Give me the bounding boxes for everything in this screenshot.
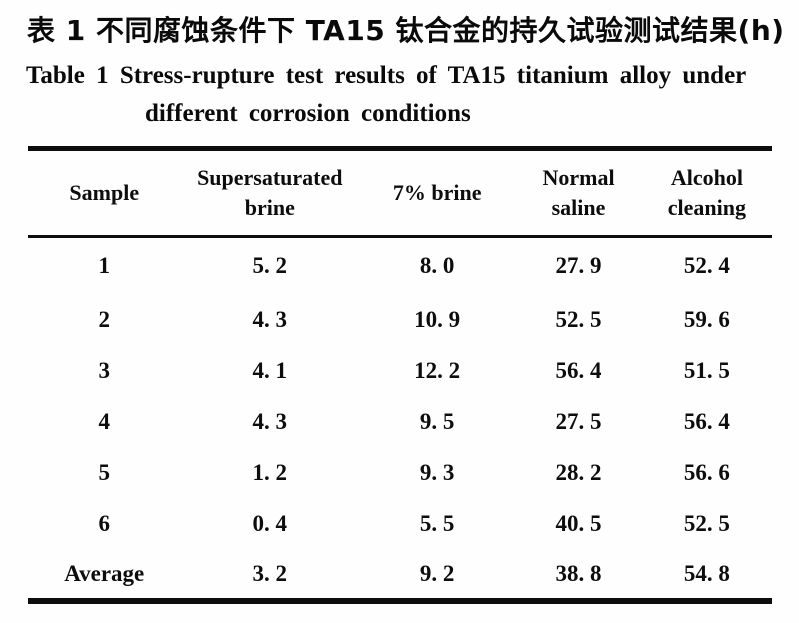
value-cell: 52. 4 bbox=[683, 253, 730, 279]
value-cell: 59. 6 bbox=[683, 307, 730, 332]
table-caption-chinese: 表 1 不同腐蚀条件下 TA15 钛合金的持久试验测试结果(h) bbox=[27, 14, 785, 47]
table-row: 3 4. 1 12. 2 56. 4 51. 5 bbox=[28, 346, 772, 397]
results-table: Sample Supersaturated brine 7% brine Nor… bbox=[28, 146, 772, 604]
table-row: 2 4. 3 10. 9 52. 5 59. 6 bbox=[28, 295, 772, 346]
value-cell: 5. 5 bbox=[419, 511, 455, 536]
column-header-supersaturated-brine: Supersaturated brine bbox=[197, 165, 343, 220]
value-cell: 38. 8 bbox=[555, 560, 602, 586]
value-cell: 54. 8 bbox=[683, 560, 730, 586]
value-cell: 52. 5 bbox=[555, 307, 602, 332]
value-cell: 27. 9 bbox=[555, 253, 602, 279]
header-row: Sample Supersaturated brine 7% brine Nor… bbox=[28, 149, 772, 237]
value-cell: 1. 2 bbox=[252, 460, 288, 485]
table-row-average: Average 3. 2 9. 2 38. 8 54. 8 bbox=[28, 550, 772, 601]
table-row: 5 1. 2 9. 3 28. 2 56. 6 bbox=[28, 448, 772, 499]
value-cell: 4. 3 bbox=[252, 409, 288, 434]
table-body: 1 5. 2 8. 0 27. 9 52. 4 2 4. 3 10. 9 52. 5 59. 6 3… bbox=[28, 237, 772, 601]
value-cell: 51. 5 bbox=[683, 358, 730, 383]
table-caption-english-line1: Table 1 Stress-rupture test results of T… bbox=[26, 62, 747, 89]
value-cell: 0. 4 bbox=[252, 511, 288, 536]
sample-cell: Average bbox=[64, 560, 145, 586]
value-cell: 9. 2 bbox=[419, 560, 455, 586]
table-header: Sample Supersaturated brine 7% brine Nor… bbox=[28, 149, 772, 237]
table-row: 4 4. 3 9. 5 27. 5 56. 4 bbox=[28, 397, 772, 448]
value-cell: 12. 2 bbox=[414, 358, 461, 383]
value-cell: 9. 5 bbox=[419, 409, 455, 434]
column-header-7pct-brine: 7% brine bbox=[392, 180, 482, 206]
table-caption-english-line2: different corrosion conditions bbox=[145, 100, 471, 127]
sample-cell: 3 bbox=[98, 358, 111, 383]
sample-cell: 1 bbox=[98, 253, 111, 279]
sample-cell: 2 bbox=[98, 307, 111, 332]
value-cell: 40. 5 bbox=[555, 511, 602, 536]
value-cell: 10. 9 bbox=[414, 307, 461, 332]
value-cell: 3. 2 bbox=[252, 560, 288, 586]
sample-cell: 4 bbox=[98, 409, 111, 434]
value-cell: 27. 5 bbox=[555, 409, 602, 434]
value-cell: 52. 5 bbox=[683, 511, 730, 536]
table-row: 1 5. 2 8. 0 27. 9 52. 4 bbox=[28, 237, 772, 295]
value-cell: 4. 3 bbox=[252, 307, 288, 332]
column-header-sample: Sample bbox=[69, 180, 140, 206]
sample-cell: 5 bbox=[98, 460, 111, 485]
value-cell: 56. 6 bbox=[683, 460, 730, 485]
value-cell: 4. 1 bbox=[252, 358, 288, 383]
sample-cell: 6 bbox=[98, 511, 111, 536]
value-cell: 28. 2 bbox=[555, 460, 602, 485]
column-header-alcohol-cleaning: Alcohol cleaning bbox=[667, 165, 746, 220]
table-row: 6 0. 4 5. 5 40. 5 52. 5 bbox=[28, 499, 772, 550]
value-cell: 56. 4 bbox=[555, 358, 602, 383]
value-cell: 56. 4 bbox=[683, 409, 730, 434]
value-cell: 9. 3 bbox=[419, 460, 455, 485]
value-cell: 5. 2 bbox=[252, 253, 288, 279]
column-header-normal-saline: Normal saline bbox=[542, 165, 615, 220]
value-cell: 8. 0 bbox=[419, 253, 455, 279]
